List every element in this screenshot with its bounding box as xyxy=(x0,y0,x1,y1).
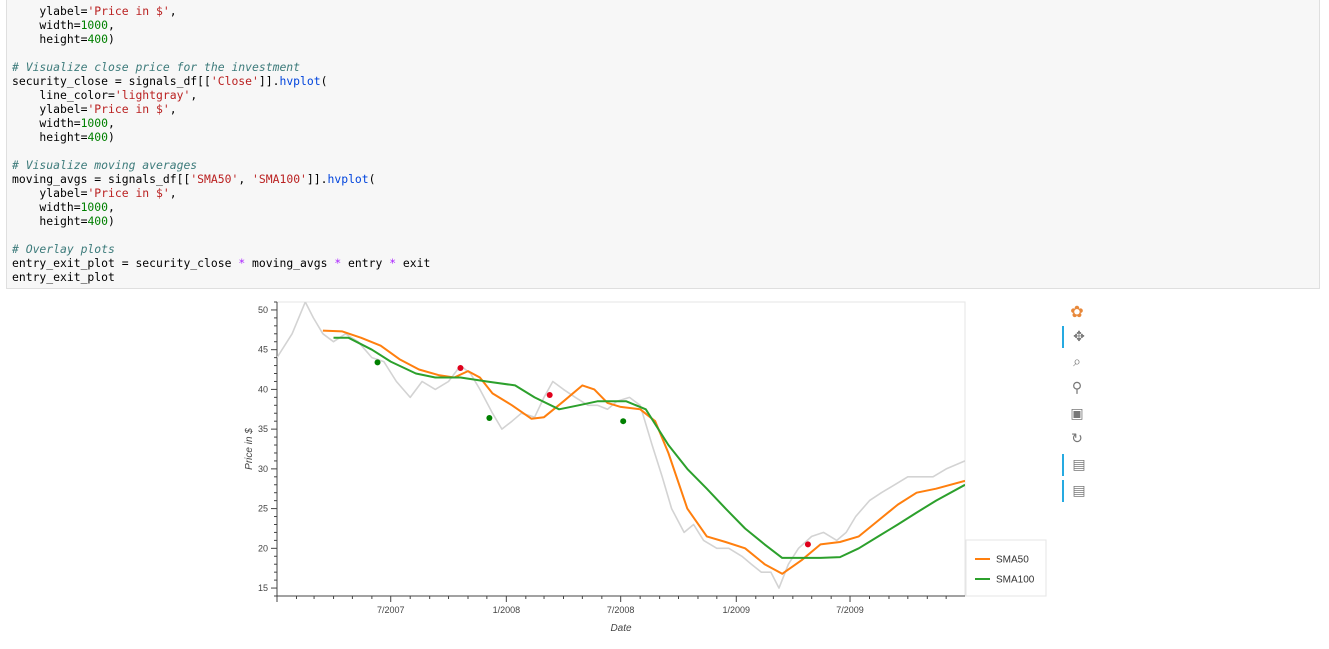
code-line: entry_exit_plot xyxy=(12,270,115,284)
x-tick-label: 7/2008 xyxy=(607,605,635,615)
code-line: width=1000, xyxy=(12,200,115,214)
legend-label: SMA100 xyxy=(996,575,1035,586)
code-line: moving_avgs = signals_df[['SMA50', 'SMA1… xyxy=(12,172,376,186)
legend-label: SMA50 xyxy=(996,555,1029,566)
wheel-zoom-icon[interactable]: ⚲ xyxy=(1071,380,1083,396)
code-editor[interactable]: ylabel='Price in $', width=1000, height=… xyxy=(7,0,1319,284)
hover-icon-2[interactable]: ▤ xyxy=(1062,480,1090,502)
pan-icon[interactable]: ✥ xyxy=(1062,326,1090,348)
entry-point[interactable] xyxy=(486,415,493,422)
bokeh-logo-icon[interactable]: ✿ xyxy=(1070,301,1084,321)
x-tick-label: 7/2007 xyxy=(377,605,405,615)
box-zoom-icon[interactable]: ⌕ xyxy=(1073,354,1081,370)
code-line: width=1000, xyxy=(12,116,115,130)
x-axis-label: Date xyxy=(610,623,632,634)
exit-point[interactable] xyxy=(546,391,553,398)
code-line: # Overlay plots xyxy=(12,242,115,256)
code-line: entry_exit_plot = security_close * movin… xyxy=(12,256,431,270)
code-line: ylabel='Price in $', xyxy=(12,4,177,18)
y-tick-label: 30 xyxy=(258,464,268,474)
code-line: line_color='lightgray', xyxy=(12,88,198,102)
code-line: ylabel='Price in $', xyxy=(12,186,177,200)
y-tick-label: 50 xyxy=(258,305,268,315)
series-line-sma50[interactable] xyxy=(322,329,965,575)
save-icon[interactable]: ▣ xyxy=(1070,406,1084,422)
y-tick-label: 40 xyxy=(258,384,268,394)
code-line: height=400) xyxy=(12,130,115,144)
code-line: width=1000, xyxy=(12,18,115,32)
series-line-sma100[interactable] xyxy=(333,336,966,559)
reset-icon[interactable]: ↻ xyxy=(1071,431,1083,447)
y-tick-label: 35 xyxy=(258,424,268,434)
x-tick-label: 1/2008 xyxy=(493,605,521,615)
y-axis-label: Price in $ xyxy=(244,428,255,470)
y-tick-label: 45 xyxy=(258,345,268,355)
y-tick-label: 15 xyxy=(258,583,268,593)
code-line: ylabel='Price in $', xyxy=(12,102,177,116)
y-tick-label: 25 xyxy=(258,504,268,514)
exit-point[interactable] xyxy=(457,364,464,371)
entry-point[interactable] xyxy=(374,359,381,366)
code-cell[interactable]: ylabel='Price in $', width=1000, height=… xyxy=(6,0,1320,289)
x-tick-label: 1/2009 xyxy=(723,605,751,615)
hover-icon[interactable]: ▤ xyxy=(1062,454,1090,476)
entry-point[interactable] xyxy=(620,418,627,425)
plot-toolbar: ✿ ✥ ⌕ ⚲ ▣ ↻ ▤ ▤ xyxy=(1062,300,1092,510)
legend[interactable] xyxy=(965,539,1047,597)
y-tick-label: 20 xyxy=(258,543,268,553)
code-line: security_close = signals_df[['Close']].h… xyxy=(12,74,328,88)
x-tick-label: 7/2009 xyxy=(836,605,864,615)
exit-point[interactable] xyxy=(804,541,811,548)
plot-container: 15 20 25 30 35 40 45 50 Price in $ 7/2007 1/2008 7/… xyxy=(0,290,1329,644)
chart[interactable]: 15 20 25 30 35 40 45 50 Price in $ 7/2007 1/2008 7/… xyxy=(0,290,1329,644)
code-line: # Visualize moving averages xyxy=(12,158,198,172)
code-line: # Visualize close price for the investme… xyxy=(12,60,301,74)
code-line: height=400) xyxy=(12,214,115,228)
code-line: height=400) xyxy=(12,32,115,46)
